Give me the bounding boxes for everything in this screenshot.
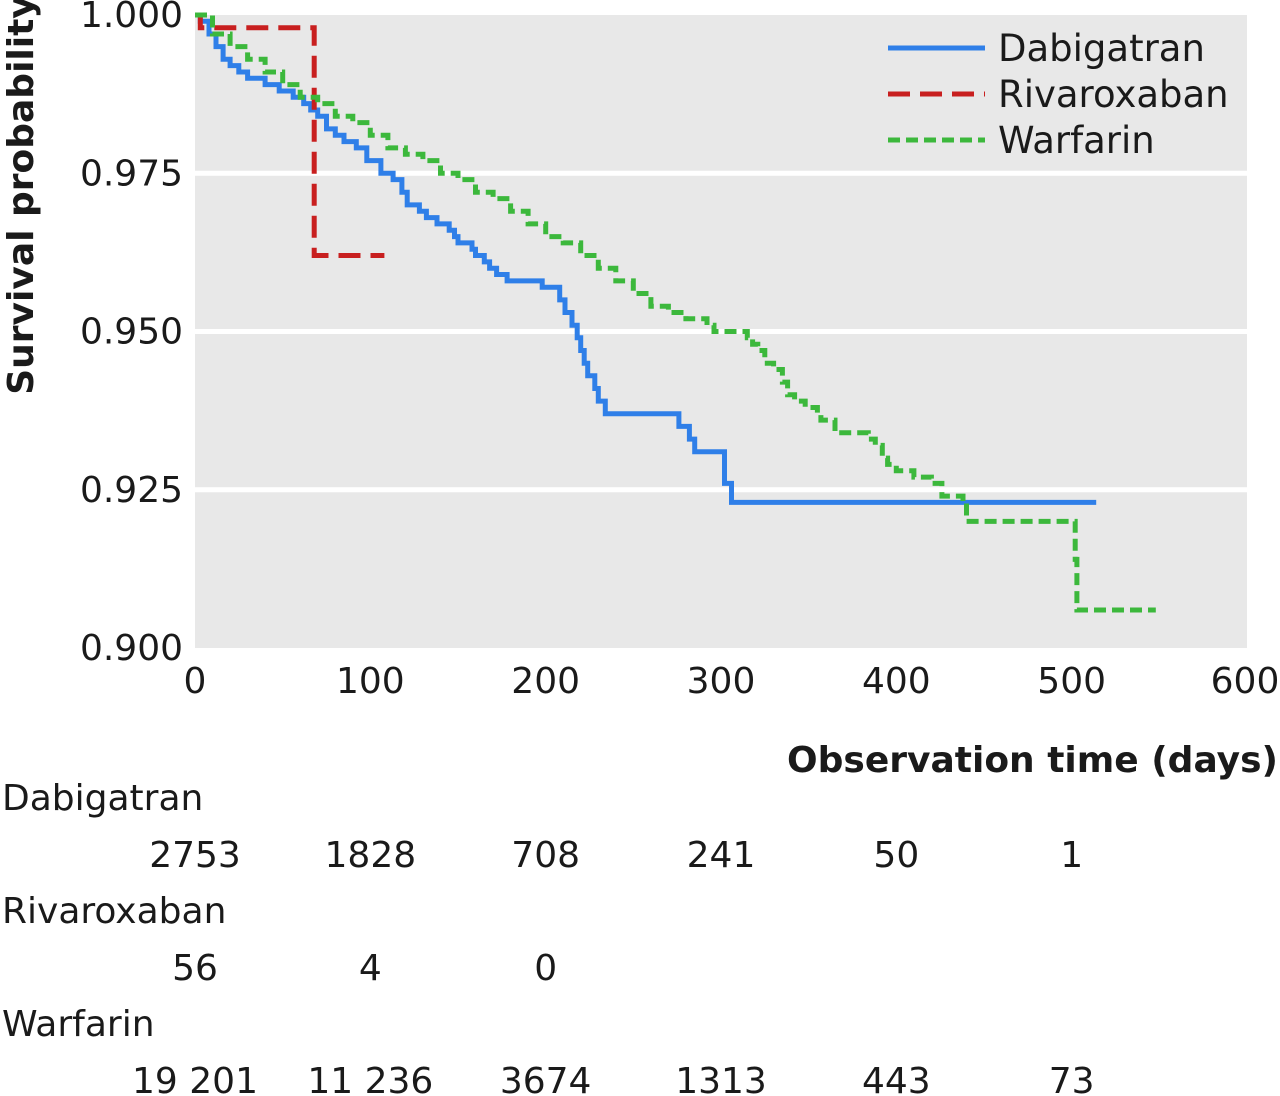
x-tick-label: 300 <box>687 661 756 702</box>
gridlines <box>195 170 1247 493</box>
legend-label-rivaroxaban: Rivaroxaban <box>998 73 1229 116</box>
y-tick-label: 0.925 <box>80 470 183 511</box>
series-lines <box>195 12 1156 613</box>
numbers-at-risk-table: Dabigatran 2753 1828 708 241 50 1 Rivaroxaban 56… <box>2 778 1095 1096</box>
risk-value: 73 <box>1049 1061 1095 1096</box>
x-tick-label: 0 <box>184 661 207 702</box>
y-axis-title: Survival probability <box>1 0 42 395</box>
risk-value: 708 <box>511 835 580 876</box>
risk-value: 1 <box>1060 835 1083 876</box>
y-axis: 0.900 0.925 0.950 0.975 1.000 <box>80 0 195 669</box>
risk-value: 1313 <box>675 1061 767 1096</box>
x-tick-label: 500 <box>1037 661 1106 702</box>
risk-row-label-dabigatran: Dabigatran <box>2 778 203 819</box>
risk-value: 4 <box>359 948 382 989</box>
y-tick-label: 0.950 <box>80 312 183 353</box>
x-axis-title: Observation time (days) <box>787 740 1278 781</box>
risk-value: 11 236 <box>307 1061 433 1096</box>
y-tick-label: 0.900 <box>80 628 183 669</box>
risk-value: 443 <box>862 1061 931 1096</box>
risk-value: 241 <box>687 835 756 876</box>
risk-value: 19 201 <box>132 1061 258 1096</box>
risk-value: 2753 <box>149 835 241 876</box>
legend-label-warfarin: Warfarin <box>998 119 1155 162</box>
x-tick-label: 400 <box>862 661 931 702</box>
risk-value: 0 <box>534 948 557 989</box>
x-tick-label: 100 <box>336 661 405 702</box>
risk-value: 56 <box>172 948 218 989</box>
x-tick-label: 200 <box>511 661 580 702</box>
x-tick-label: 600 <box>1211 661 1280 702</box>
x-axis: 0 100 200 300 400 500 600 <box>184 648 1280 702</box>
risk-value: 50 <box>873 835 919 876</box>
legend-label-dabigatran: Dabigatran <box>998 27 1205 70</box>
series-line-warfarin <box>195 12 1156 613</box>
risk-row-label-rivaroxaban: Rivaroxaban <box>2 891 226 932</box>
y-tick-label: 1.000 <box>80 0 183 36</box>
series-line-dabigatran <box>195 12 1097 505</box>
risk-row-label-warfarin: Warfarin <box>2 1004 155 1045</box>
y-tick-label: 0.975 <box>80 153 183 194</box>
risk-value: 3674 <box>500 1061 592 1096</box>
risk-value: 1828 <box>325 835 417 876</box>
